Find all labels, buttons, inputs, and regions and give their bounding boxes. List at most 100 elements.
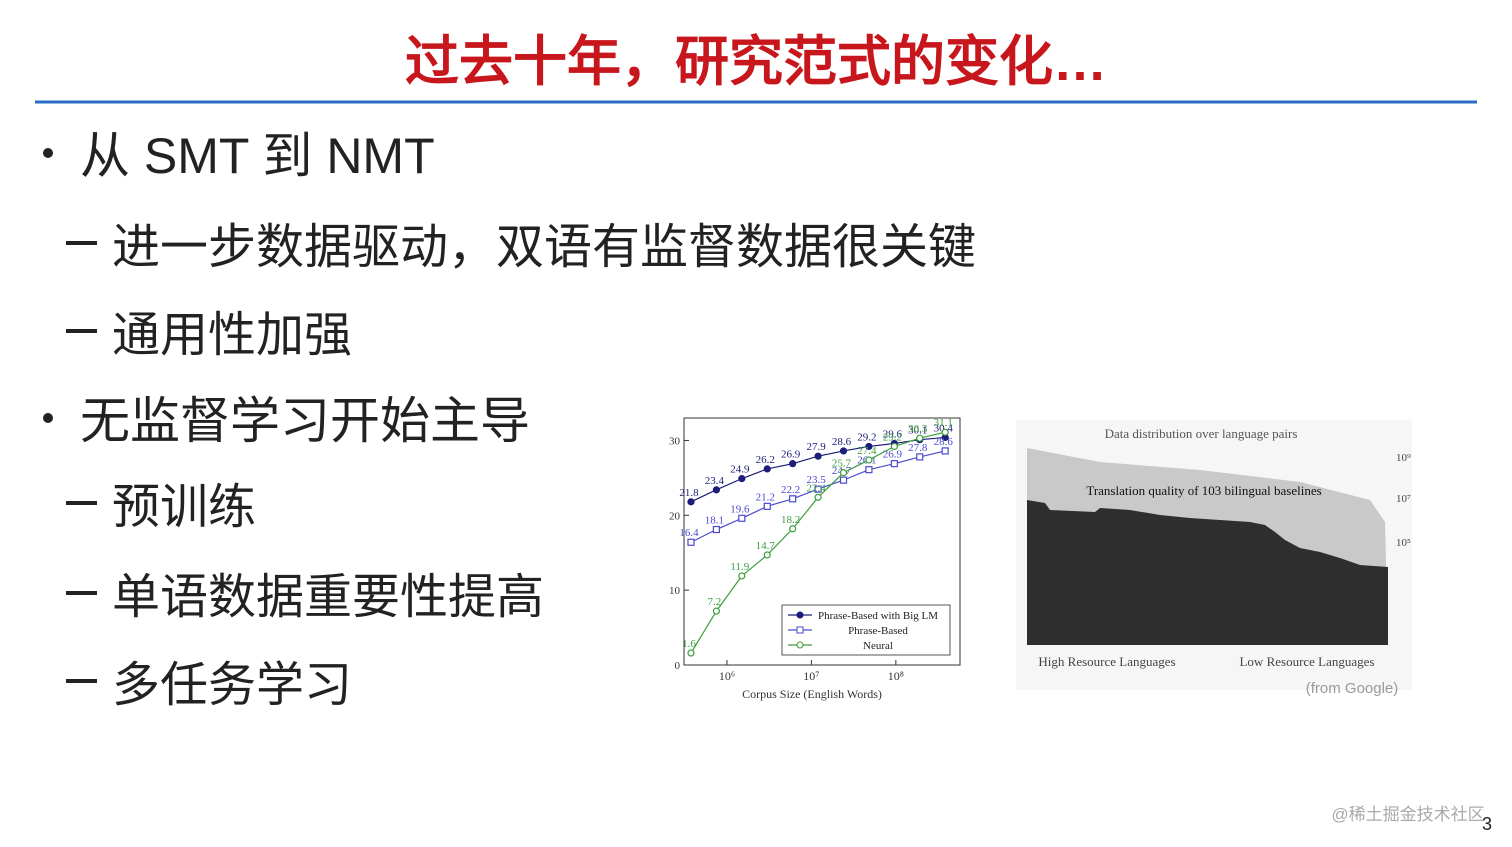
data-point — [687, 538, 695, 546]
figure-subtitle: Translation quality of 103 bilingual bas… — [1086, 483, 1321, 498]
data-point — [738, 572, 746, 580]
axis-label: Low Resource Languages — [1239, 654, 1374, 669]
x-tick-label: 10⁷ — [803, 669, 819, 683]
data-label: 19.6 — [730, 503, 750, 515]
data-point — [763, 465, 771, 473]
data-label: 27.9 — [806, 441, 826, 453]
data-label: 28.6 — [832, 436, 852, 448]
legend-marker — [796, 626, 804, 634]
bullet-text: 无监督学习开始主导 — [80, 393, 530, 449]
data-label: 7.2 — [708, 596, 722, 608]
axis-label: 10⁹ — [1396, 452, 1411, 464]
legend-label: Neural — [863, 640, 893, 652]
data-point — [814, 485, 822, 493]
data-label: 16.4 — [679, 527, 699, 539]
bullet-text: 单语数据重要性提高 — [112, 571, 544, 624]
data-point — [789, 525, 797, 533]
bullet-text: 从 SMT 到 NMT — [80, 128, 435, 184]
axis-label: 10⁵ — [1396, 537, 1411, 549]
data-label: 21.8 — [679, 487, 699, 499]
data-label: 23.4 — [705, 475, 725, 487]
slide-title: 过去十年，研究范式的变化… — [405, 32, 1107, 92]
data-point — [839, 476, 848, 484]
data-label: 29.2 — [883, 431, 902, 443]
legend-marker — [796, 641, 804, 649]
y-tick-label: 30 — [669, 435, 681, 447]
axis-label: 10⁷ — [1396, 493, 1411, 505]
data-label: 24.9 — [730, 464, 750, 476]
data-label: 11.9 — [730, 561, 749, 573]
data-point — [890, 460, 898, 468]
data-label: 18.1 — [705, 515, 724, 527]
watermark: @稀土掘金技术社区 — [1331, 805, 1484, 824]
data-point — [712, 525, 721, 534]
x-tick-label: 10⁶ — [719, 669, 735, 683]
data-point — [763, 502, 771, 510]
data-label: 26.2 — [756, 454, 775, 466]
data-point — [916, 434, 924, 442]
data-point — [687, 498, 695, 506]
data-label: 29.6 — [883, 428, 903, 440]
data-point — [712, 486, 721, 494]
data-label: 31.1 — [934, 417, 953, 429]
data-point — [789, 495, 797, 503]
data-point — [865, 466, 873, 474]
bullet-text: 多任务学习 — [112, 659, 352, 712]
data-point — [890, 442, 898, 451]
bullet-list: 从 SMT 到 NMT 进一步数据驱动，双语有监督数据很关键通用性加强无监督学习开… — [43, 128, 976, 712]
right-figure: Data distribution over language pairs Tr… — [1016, 420, 1412, 690]
legend-marker — [796, 611, 804, 619]
data-point — [687, 649, 695, 657]
data-label: 27.4 — [857, 445, 877, 457]
source-note: (from Google) — [1306, 680, 1399, 697]
bullet-text: 进一步数据驱动，双语有监督数据很关键 — [112, 221, 976, 274]
data-label: 30.1 — [908, 425, 927, 437]
data-point — [839, 447, 848, 455]
data-label: 14.7 — [756, 540, 776, 552]
data-point — [941, 447, 949, 455]
data-point — [789, 460, 797, 468]
data-label: 1.6 — [682, 638, 696, 650]
data-point — [814, 452, 822, 460]
data-point — [763, 551, 771, 559]
data-label: 23.5 — [806, 474, 826, 486]
bullet-dot — [43, 148, 53, 158]
data-point — [738, 475, 746, 483]
data-label: 28.6 — [934, 436, 954, 448]
data-label: 22.2 — [781, 484, 800, 496]
legend-label: Phrase-Based with Big LM — [818, 610, 938, 622]
data-label: 27.8 — [908, 442, 928, 454]
legend-label: Phrase-Based — [848, 625, 908, 637]
plot-frame — [683, 417, 961, 666]
data-point — [738, 514, 746, 522]
data-point — [865, 456, 873, 464]
quality-bars — [1027, 500, 1388, 645]
y-tick-label: 10 — [669, 585, 681, 597]
data-point — [839, 469, 848, 477]
data-point — [865, 442, 873, 451]
data-label: 26.9 — [883, 449, 903, 461]
x-tick-label: 10⁸ — [888, 669, 904, 683]
data-point — [814, 493, 822, 501]
data-point — [712, 607, 721, 615]
data-point — [941, 428, 949, 436]
data-label: 29.2 — [857, 431, 876, 443]
data-label: 22.4 — [806, 482, 826, 494]
bullet-text: 预训练 — [112, 481, 256, 534]
data-point — [916, 453, 924, 461]
data-label: 30.3 — [908, 423, 928, 435]
data-label: 21.2 — [756, 491, 775, 503]
y-tick-label: 0 — [675, 660, 681, 672]
line-chart: 0 10 20 30 10⁶ 10⁷ 10⁸ Corpus Size (English Wor… — [669, 417, 953, 701]
axis-label: High Resource Languages — [1038, 654, 1175, 669]
data-label: 26.9 — [781, 449, 801, 461]
data-label: 18.2 — [781, 514, 800, 526]
x-axis-label: Corpus Size (English Words) — [742, 687, 882, 701]
data-label: 25.7 — [832, 458, 852, 470]
y-tick-label: 20 — [669, 510, 681, 522]
page-number: 3 — [1482, 814, 1492, 834]
bullet-text: 通用性加强 — [112, 309, 352, 362]
figure-title: Data distribution over language pairs — [1105, 426, 1298, 441]
bullet-dot — [43, 413, 53, 423]
